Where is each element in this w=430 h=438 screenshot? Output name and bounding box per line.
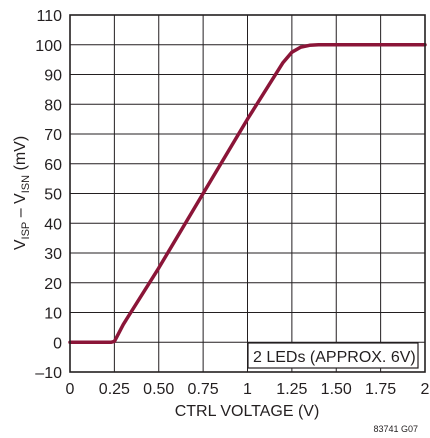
series-line-0 [68,43,427,345]
y-tick-label-6: 50 [44,187,62,204]
y-tick-label-3: 20 [44,276,62,293]
y-axis-label-sub2: ISN [20,175,32,193]
figure-code: 83741 G07 [373,424,418,434]
y-axis-label-mid: – V [12,193,29,222]
x-tick-labels: 0 0.25 0.50 0.75 1 1.25 1.50 1.75 2 [66,381,430,398]
y-tick-label-4: 30 [44,246,62,263]
grid [69,14,426,373]
x-tick-label-2: 0.50 [143,381,174,398]
x-tick-label-3: 0.75 [188,381,219,398]
x-tick-label-0: 0 [66,381,75,398]
x-tick-label-8: 2 [421,381,430,398]
series-group [68,43,427,345]
annotation-box [247,342,419,369]
y-tick-label-5: 40 [44,216,62,233]
y-axis-label-sub1: ISP [20,222,32,240]
y-tick-label-8: 70 [44,127,62,144]
x-tick-label-5: 1.25 [276,381,307,398]
y-tick-label-12: 110 [36,8,62,25]
y-tick-label-10: 90 [44,68,62,85]
x-tick-label-4: 1 [243,381,252,398]
y-axis-label-unit: (mV) [12,136,29,175]
y-tick-label-2: 10 [44,306,62,323]
y-tick-label-0: –10 [35,365,62,382]
y-axis-label: VISP – VISN (mV) [12,136,32,250]
x-axis-label: CTRL VOLTAGE (V) [175,403,320,420]
plot-frame [69,14,426,373]
y-tick-label-9: 80 [44,97,62,114]
x-tick-label-1: 0.25 [99,381,130,398]
annotation: 2 LEDs (APPROX. 6V) [253,349,416,366]
y-tick-label-1: 0 [53,335,62,352]
y-tick-label-11: 100 [35,38,62,55]
x-tick-label-7: 1.75 [365,381,396,398]
x-tick-label-6: 1.50 [321,381,352,398]
y-tick-labels: –10 0 10 20 30 40 50 60 70 80 90 100 110 [35,8,62,382]
plot-frame-group [69,14,426,373]
y-tick-label-7: 60 [44,157,62,174]
y-axis-label-v1: V [12,239,29,250]
